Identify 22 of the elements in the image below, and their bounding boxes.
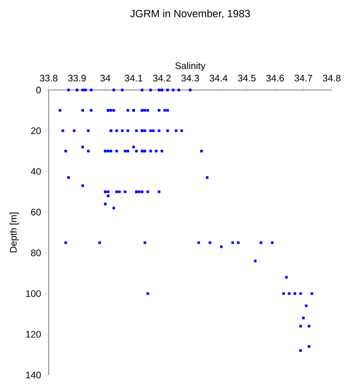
y-axis-title: Depth [m] [10,212,19,252]
y-tick-label: 0 [36,86,41,94]
x-tick-label: 34.7 [294,74,312,82]
x-tick-label: 34.4 [210,74,228,82]
x-tick-label: 34.2 [153,74,171,82]
x-tick-label: 34.5 [238,74,256,82]
x-tick-label: 33.9 [68,74,86,82]
x-tick-label: 34.1 [124,74,142,82]
x-tick-label: 34.8 [322,74,341,82]
y-tick-label: 120 [26,330,41,338]
x-tick-label: 34.6 [266,74,284,82]
x-tick-label: 34 [100,74,110,82]
x-axis-title: Salinity [175,62,206,71]
y-tick-label: 60 [31,208,41,216]
x-tick-label: 34.3 [181,74,199,82]
y-tick-label: 140 [26,372,41,378]
y-tick-label: 20 [31,127,41,134]
x-tick-label: 33.8 [40,74,58,82]
y-tick-label: 40 [30,168,41,175]
chart-title: JGRM in November, 1983 [130,10,250,19]
y-tick-label: 80 [31,250,41,256]
y-tick-label: 100 [26,290,41,297]
